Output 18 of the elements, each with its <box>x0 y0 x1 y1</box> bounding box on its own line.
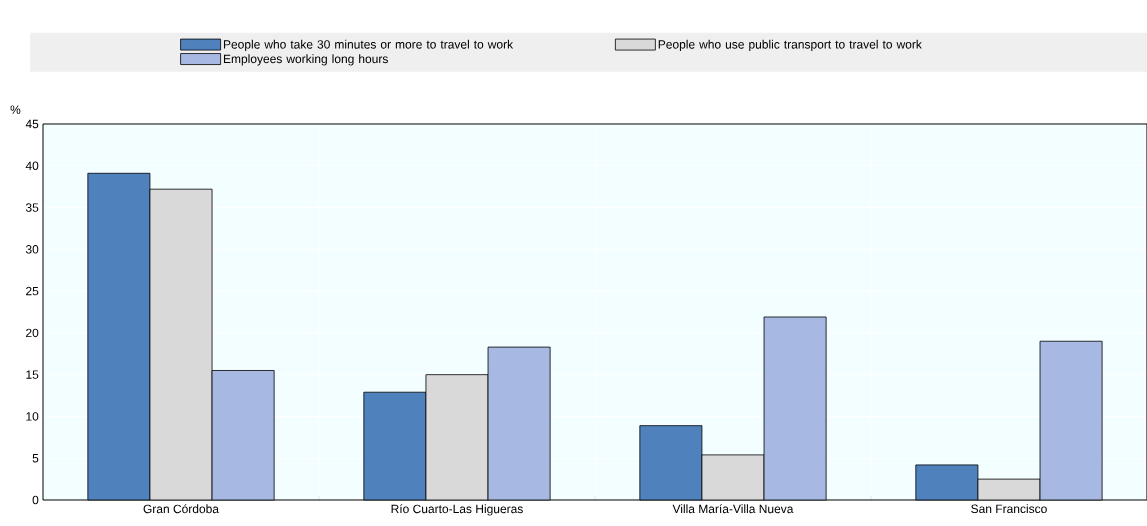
x-tick-label: Villa María-Villa Nueva <box>672 504 794 514</box>
legend-label: People who use public transport to travel to work <box>658 39 922 52</box>
legend-label: Employees working long hours <box>223 54 388 66</box>
y-tick-label: 30 <box>25 245 39 254</box>
y-tick-label: 5 <box>32 454 39 463</box>
y-tick-label: 20 <box>26 328 39 338</box>
y-tick-label: 10 <box>26 412 39 421</box>
x-tick-label: Río Cuarto-Las Higueras <box>391 504 523 516</box>
legend-label: People who take 30 minutes or more to travel to work <box>223 39 514 52</box>
y-tick-label: 45 <box>25 119 39 129</box>
x-tick-label: Gran Córdoba <box>143 504 219 514</box>
x-tick-label: San Francisco <box>971 504 1047 514</box>
y-tick-label: 35 <box>25 203 39 212</box>
y-tick-label: 15 <box>26 370 39 379</box>
y-axis-title: % <box>10 105 21 114</box>
y-tick-label: 40 <box>25 161 39 171</box>
y-tick-label: 0 <box>32 495 39 505</box>
y-tick-label: 25 <box>26 286 39 296</box>
